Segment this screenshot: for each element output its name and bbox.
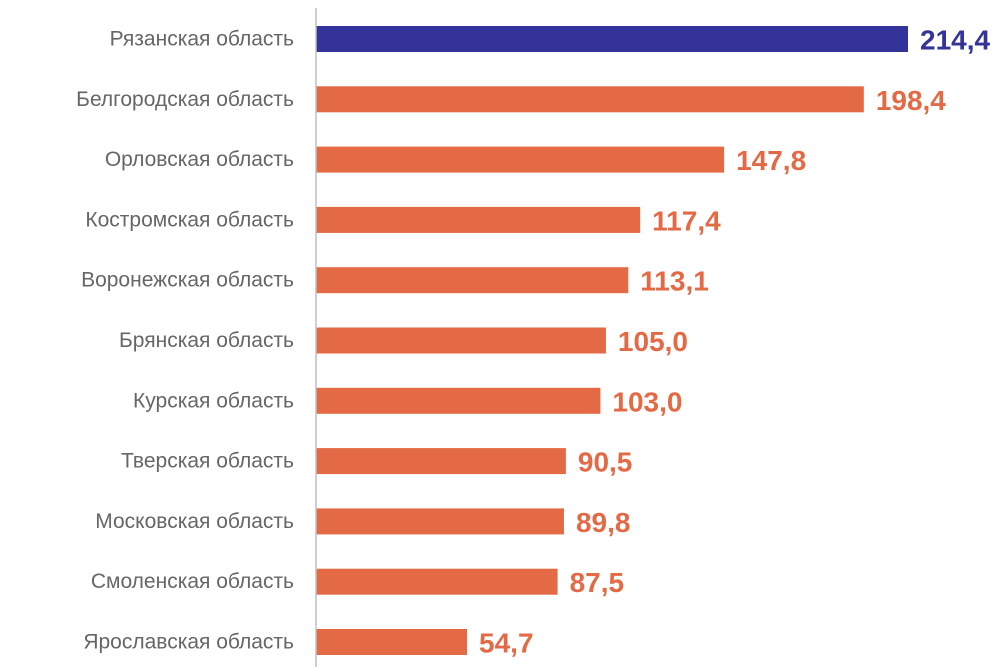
category-label-6: Брянская область xyxy=(119,329,294,352)
value-label-5: 113,1 xyxy=(640,266,709,297)
value-labels-group: 214,4 198,4 147,8 117,4 113,1 105,0 103,0 90,5 8… xyxy=(479,25,990,659)
value-label-9: 89,8 xyxy=(576,507,631,538)
bar-5 xyxy=(316,267,629,294)
bar-7 xyxy=(316,387,601,414)
value-label-1: 214,4 xyxy=(920,25,990,56)
category-label-1: Рязанская область xyxy=(110,28,294,51)
category-labels-group: Рязанская область Белгородская область Орл… xyxy=(76,28,294,654)
value-label-6: 105,0 xyxy=(618,326,688,357)
bars-group xyxy=(316,26,908,655)
bar-1 xyxy=(316,26,908,52)
category-label-7: Курская область xyxy=(133,389,294,412)
category-label-3: Орловская область xyxy=(105,148,294,171)
value-label-11: 54,7 xyxy=(479,628,534,659)
category-label-5: Воронежская область xyxy=(81,269,294,292)
bar-4 xyxy=(316,206,641,233)
category-label-10: Смоленская область xyxy=(91,570,294,593)
value-label-3: 147,8 xyxy=(736,145,806,176)
category-label-9: Московская область xyxy=(95,510,294,533)
category-label-2: Белгородская область xyxy=(76,88,294,111)
category-label-11: Ярославская область xyxy=(83,631,294,654)
value-label-7: 103,0 xyxy=(612,386,682,417)
bar-3 xyxy=(316,146,725,173)
value-label-2: 198,4 xyxy=(876,85,946,116)
value-label-8: 90,5 xyxy=(578,447,633,478)
value-label-10: 87,5 xyxy=(570,567,625,598)
bar-6 xyxy=(316,327,606,354)
category-label-4: Костромская область xyxy=(85,208,294,231)
bar-2 xyxy=(316,86,864,113)
bar-11 xyxy=(316,629,468,655)
bar-8 xyxy=(316,448,566,475)
bar-10 xyxy=(316,568,558,595)
value-label-4: 117,4 xyxy=(652,205,721,236)
category-label-8: Тверская область xyxy=(121,450,294,473)
bar-9 xyxy=(316,508,564,535)
